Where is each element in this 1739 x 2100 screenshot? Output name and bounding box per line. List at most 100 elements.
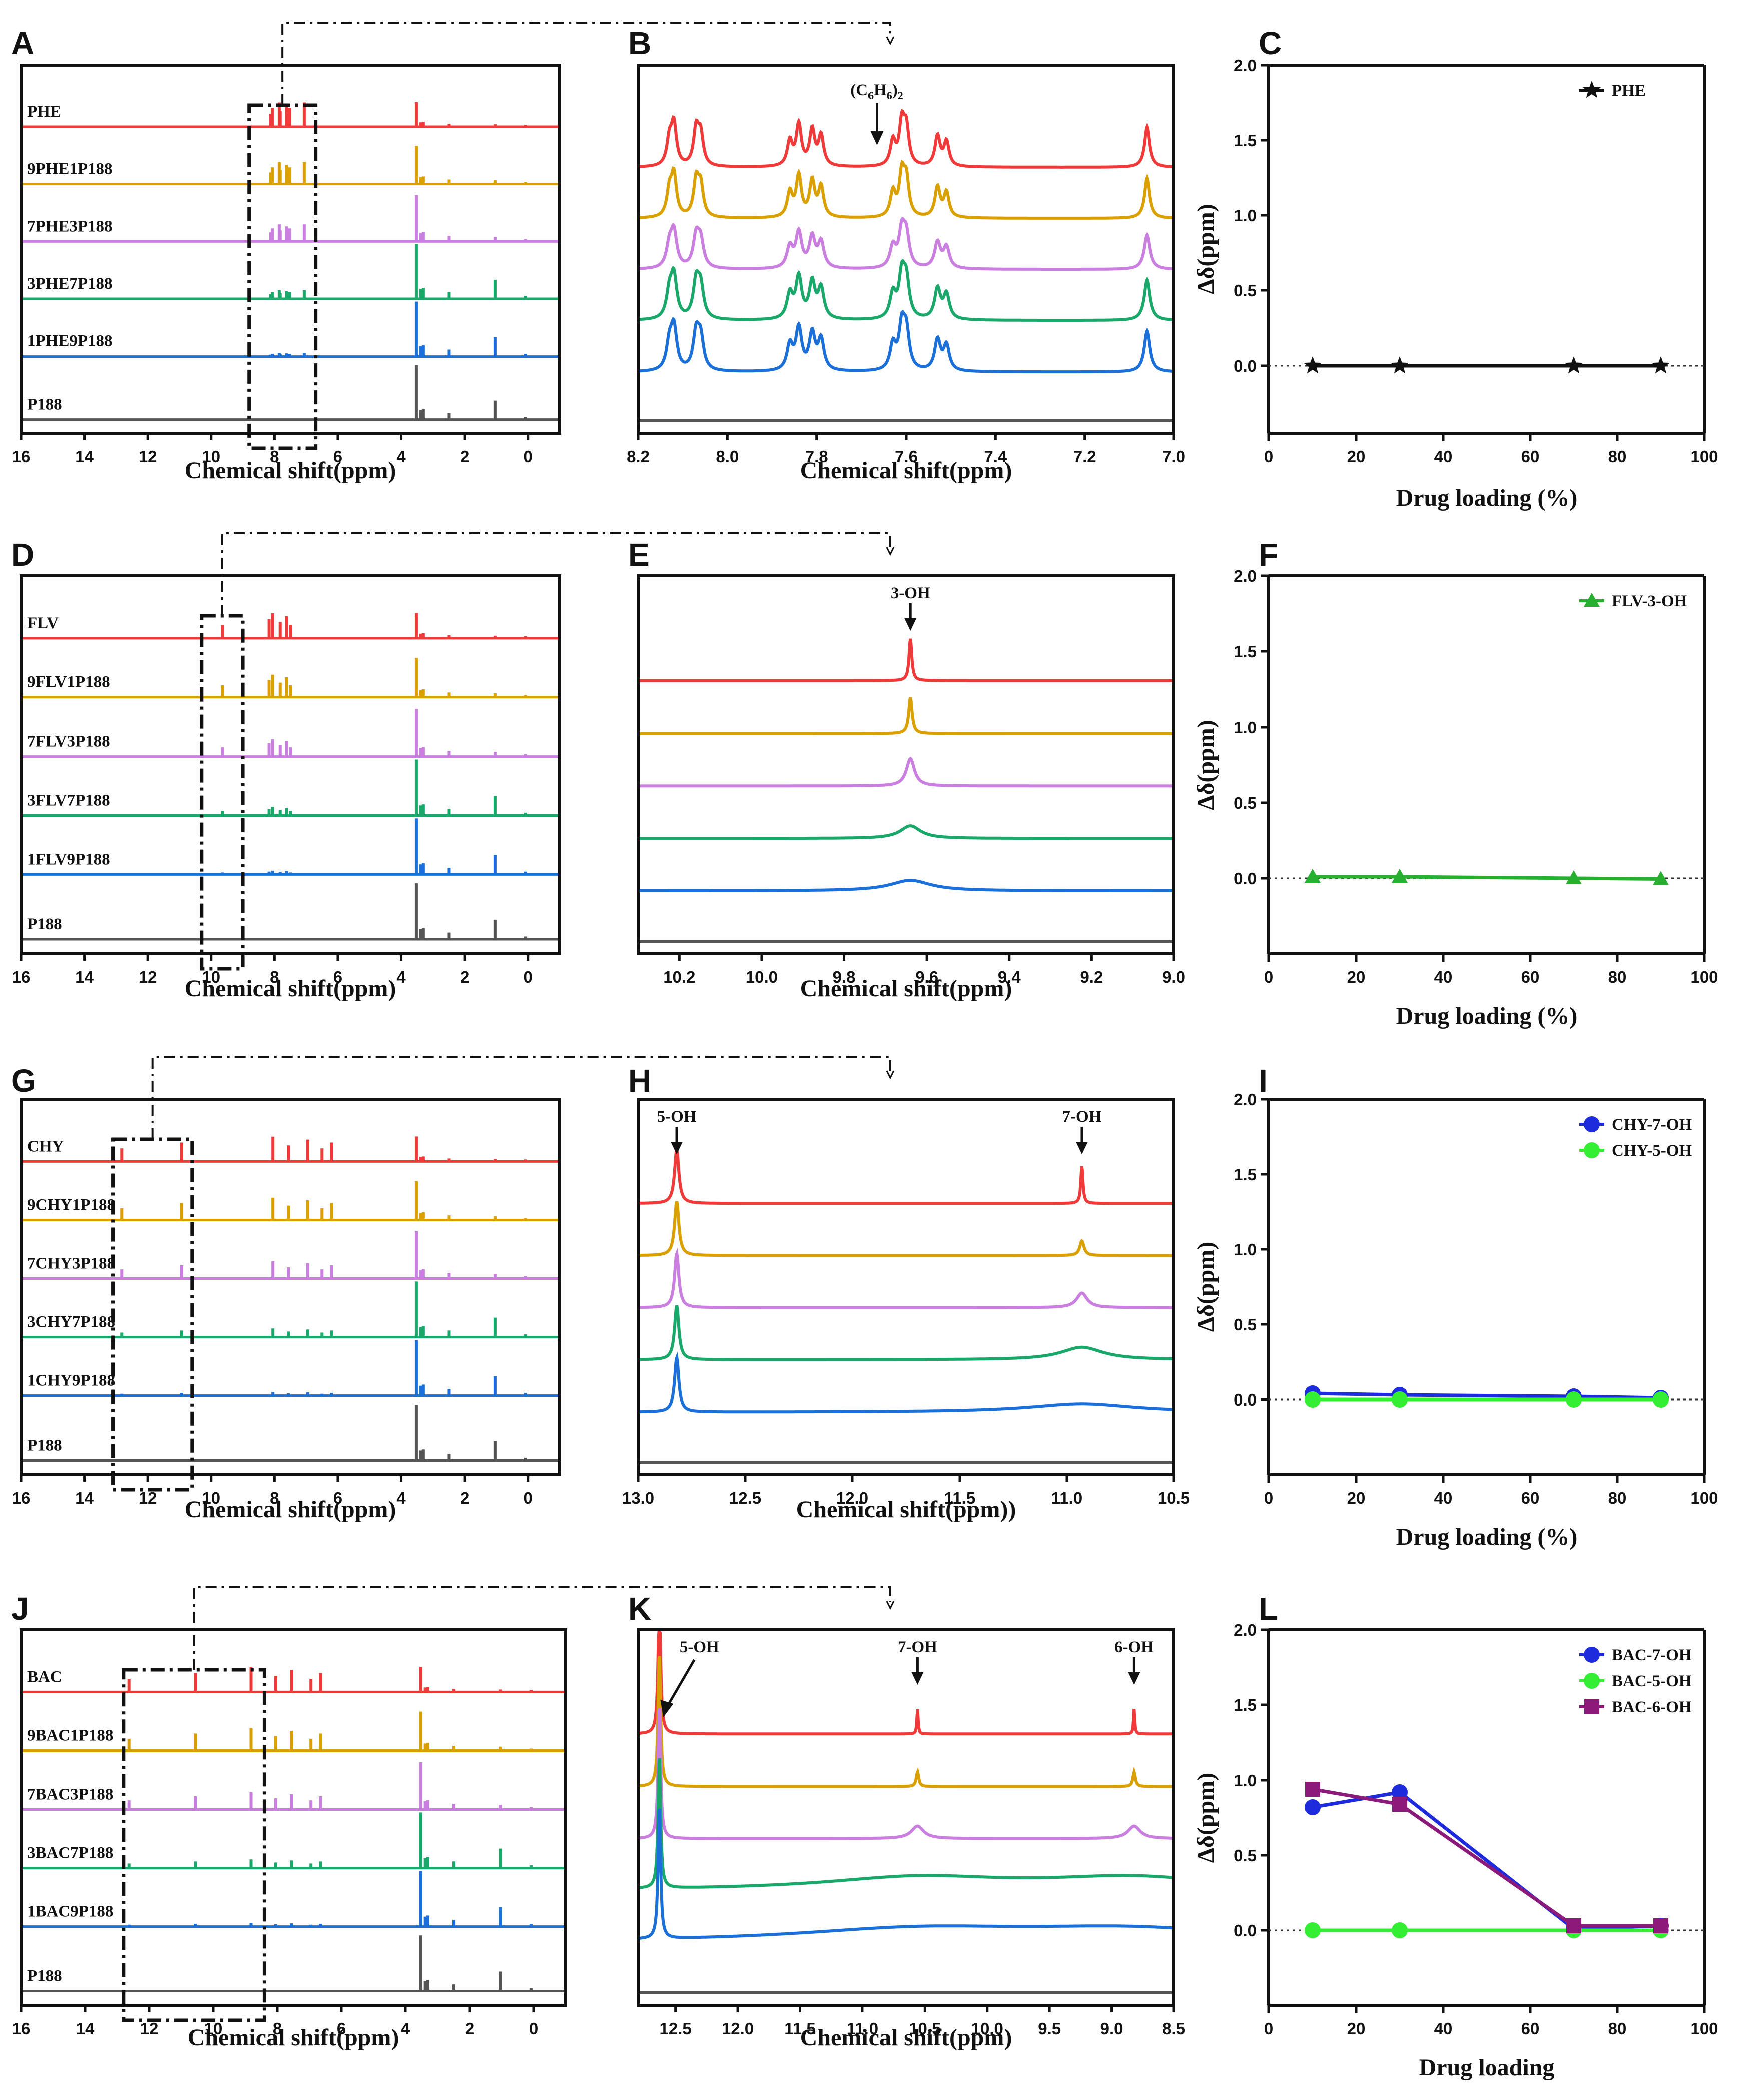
spectrum-trace bbox=[638, 1149, 1174, 1205]
x-tick-label: 8.0 bbox=[716, 447, 739, 466]
y-tick-label: 0.5 bbox=[1234, 281, 1257, 300]
x-tick-label: 16 bbox=[12, 2019, 31, 2038]
panel-label: L bbox=[1259, 1591, 1278, 1627]
data-point bbox=[1305, 868, 1321, 883]
annotation-arrowhead bbox=[870, 131, 884, 145]
trace-label: CHY bbox=[27, 1137, 64, 1155]
x-tick-label: 60 bbox=[1521, 1489, 1540, 1507]
legend-entry: CHY-7-OH bbox=[1612, 1116, 1692, 1134]
peak-annotation: (C6H6)2 bbox=[850, 81, 903, 102]
spectrum-trace bbox=[21, 301, 560, 358]
x-tick-label: 2 bbox=[460, 447, 469, 466]
peak-annotation: 3-OH bbox=[891, 584, 930, 602]
panel-H: 5-OH 7-OH H 13.0 12.5 12.0 11.5 11.0 10.5 Chemica… bbox=[622, 1063, 1190, 1523]
data-point bbox=[1564, 356, 1583, 374]
x-tick-label: 7.4 bbox=[984, 447, 1007, 466]
annotation-arrowhead bbox=[660, 1700, 674, 1717]
data-point bbox=[1584, 593, 1600, 607]
data-point bbox=[1584, 1699, 1599, 1714]
x-tick-label: 7.2 bbox=[1073, 447, 1096, 466]
spectrum-trace bbox=[638, 1201, 1174, 1257]
x-tick-label: 10.0 bbox=[971, 2019, 1003, 2038]
x-tick-label: 9.2 bbox=[1080, 968, 1103, 986]
zoom-connector-arrow bbox=[886, 1601, 895, 1610]
spectrum-trace bbox=[638, 638, 1174, 682]
x-tick-label: 8.2 bbox=[627, 447, 650, 466]
x-tick-label: 10.5 bbox=[1158, 1489, 1190, 1507]
spectrum-trace bbox=[638, 259, 1174, 322]
annotation-arrow bbox=[664, 1659, 696, 1711]
data-point bbox=[1584, 1116, 1600, 1132]
y-axis-label: Δδ(ppm) bbox=[1193, 204, 1219, 294]
x-tick-label: 0 bbox=[524, 968, 533, 986]
x-tick-label: 2 bbox=[460, 968, 469, 986]
x-tick-label: 12.0 bbox=[836, 1489, 868, 1507]
trace-label: 1CHY9P188 bbox=[27, 1372, 115, 1390]
spectrum-trace bbox=[21, 102, 560, 128]
x-tick-label: 10 bbox=[204, 2019, 223, 2038]
y-tick-label: 2.0 bbox=[1234, 56, 1257, 75]
x-tick-label: 20 bbox=[1347, 447, 1366, 466]
spectrum-trace bbox=[21, 244, 560, 300]
panel-label: J bbox=[11, 1591, 29, 1627]
peak-annotation: 7-OH bbox=[898, 1638, 937, 1656]
y-axis-label: Δδ(ppm) bbox=[1193, 1242, 1219, 1332]
x-tick-label: 10.0 bbox=[746, 968, 778, 986]
data-point bbox=[1584, 1647, 1600, 1663]
data-point bbox=[1392, 868, 1408, 883]
spectrum-trace bbox=[638, 1305, 1174, 1361]
x-tick-label: 0 bbox=[529, 2019, 538, 2038]
panel-B: (C6H6)2 B 8.2 8.0 7.8 7.6 7.4 7.2 7.0 Chemical sh… bbox=[627, 25, 1185, 484]
x-tick-label: 7.8 bbox=[805, 447, 828, 466]
x-tick-label: 11.5 bbox=[784, 2019, 815, 2038]
annotation-arrowhead bbox=[671, 1142, 683, 1154]
peak-annotation: 7-OH bbox=[1062, 1108, 1102, 1126]
panel-K: 5-OH 7-OH 6-OH K 12.5 12.0 11.5 11.0 10.5 10.0 9.5… bbox=[628, 1591, 1185, 2051]
zoom-box bbox=[200, 614, 245, 971]
panel-L: 0.0 0.5 1.0 1.5 2.0 Δδ(ppm) 0 20 40 60 80 100 Drug l… bbox=[1193, 1591, 1718, 2081]
plot-frame bbox=[20, 574, 561, 955]
x-tick-label: 60 bbox=[1521, 447, 1540, 466]
x-tick-label: 40 bbox=[1434, 968, 1453, 986]
spectrum-trace bbox=[638, 824, 1174, 840]
zoom-box bbox=[111, 1137, 194, 1492]
spectrum-trace bbox=[638, 879, 1174, 892]
annotation-arrowhead bbox=[911, 1672, 924, 1685]
spectrum-trace bbox=[21, 883, 560, 941]
x-axis-label: Chemical shift(ppm) bbox=[800, 2024, 1012, 2051]
data-point bbox=[1651, 356, 1670, 374]
x-axis-label: Chemical shift(ppm) bbox=[188, 2024, 399, 2051]
trace-label: 7CHY3P188 bbox=[27, 1255, 115, 1273]
zoom-connector bbox=[151, 1056, 891, 1139]
x-tick-label: 9.0 bbox=[1162, 968, 1185, 986]
x-tick-label: 11.0 bbox=[847, 2019, 878, 2038]
x-tick-label: 4 bbox=[396, 1489, 406, 1507]
x-axis-label: Chemical shift(ppm) bbox=[185, 457, 396, 484]
x-tick-label: 40 bbox=[1434, 2019, 1453, 2038]
x-tick-label: 100 bbox=[1690, 2019, 1718, 2038]
x-tick-label: 10.2 bbox=[663, 968, 695, 986]
x-axis-label: Chemical shift(ppm) bbox=[800, 457, 1012, 484]
data-point bbox=[1303, 356, 1322, 374]
spectrum-trace bbox=[21, 365, 560, 421]
panel-label: D bbox=[11, 537, 34, 573]
data-point bbox=[1582, 81, 1601, 98]
annotation-arrowhead bbox=[1128, 1672, 1140, 1685]
spectrum-trace bbox=[638, 1808, 1174, 1940]
y-tick-label: 2.0 bbox=[1234, 1090, 1257, 1109]
x-tick-label: 8.5 bbox=[1162, 2019, 1185, 2038]
panel-C: 0.0 0.5 1.0 1.5 2.0 Δδ(ppm) 0 20 40 60 80 100 Drug l… bbox=[1193, 25, 1718, 511]
spectrum-trace bbox=[638, 1656, 1174, 1788]
panel-D: FLV 9FLV1P188 7FLV3P188 3FLV7P188 1FLV9P188 P… bbox=[11, 537, 561, 1002]
zoom-connector-arrow bbox=[886, 1070, 895, 1080]
data-point bbox=[1566, 1391, 1582, 1408]
spectrum-trace bbox=[638, 1630, 1174, 1736]
plot-frame bbox=[20, 64, 561, 435]
spectrum-trace bbox=[21, 1136, 560, 1163]
peak-annotation: 6-OH bbox=[1114, 1638, 1154, 1656]
data-point bbox=[1392, 1922, 1408, 1938]
x-tick-label: 100 bbox=[1690, 447, 1718, 466]
spectrum-trace bbox=[21, 146, 560, 186]
spectrum-trace bbox=[21, 658, 560, 699]
trace-label: PHE bbox=[27, 103, 61, 121]
